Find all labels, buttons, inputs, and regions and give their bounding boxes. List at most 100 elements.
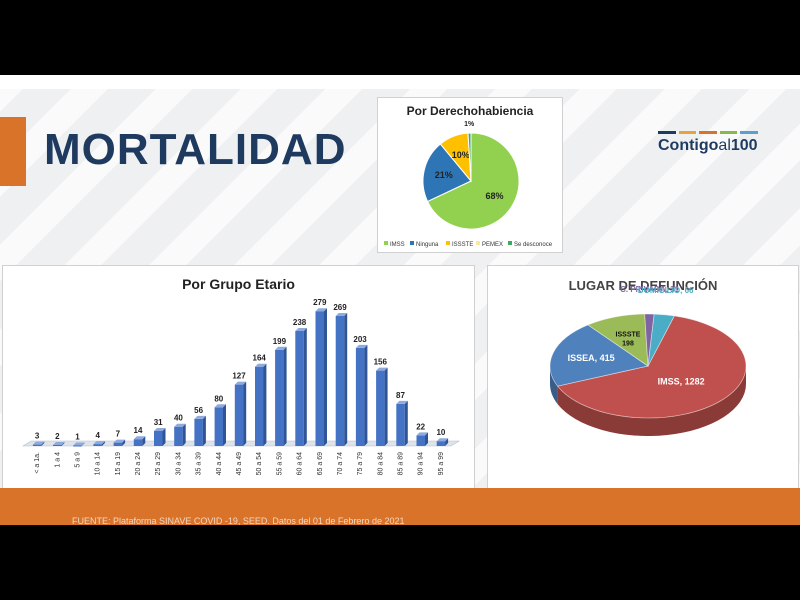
bar-value-50-a-54: 164	[253, 354, 267, 363]
logo-bar-1	[678, 131, 697, 134]
bar-70-a-74	[335, 316, 345, 446]
bar-95-a-99	[436, 441, 446, 446]
grupo-etario-bar-chart: 3 < a 1a. 2 1 a 4 1 5 a 9 4 10 a 14 7 15 a 19 14 20…	[21, 298, 461, 475]
lugar-defuncion-pie-chart: IMSS, 1282 ISSEA, 415 ISSSTE 198 C. PRIVADA,…	[549, 285, 747, 437]
bar-value-1-a-4: 2	[55, 432, 60, 441]
contigo-logo: Contigoal100	[658, 131, 758, 161]
pie-side-issea	[550, 366, 558, 405]
lugar-defuncion-panel: LUGAR DE DEFUNCIÓN IMSS, 1282 ISSEA, 415 I…	[487, 265, 799, 490]
tick-label-45-a-49: 45 a 49	[236, 452, 243, 475]
bar-65-a-69	[315, 311, 324, 446]
bar-top-85-a-89	[396, 400, 408, 404]
bar-value-20-a-24: 14	[134, 426, 143, 435]
tick-label-1-a-4: 1 a 4	[54, 452, 61, 468]
bar-side-5-a-9	[81, 442, 85, 446]
bar-top-35-a-39	[194, 415, 206, 419]
pie-side-imss	[557, 366, 746, 437]
source-note: FUENTE: Plataforma SINAVE COVID -19, SEE…	[72, 516, 405, 525]
bar-value-45-a-49: 127	[232, 372, 246, 381]
derechohabiencia-pie-chart: 68% 21% 10% 1% IMSS Ninguna ISSSTE PEMEX Se desc…	[384, 121, 553, 248]
bar-90-a-94	[416, 435, 425, 446]
tick-label-15-a-19: 15 a 19	[115, 452, 122, 475]
tick-label-40-a-44: 40 a 44	[216, 452, 223, 475]
tick-label-80-a-84: 80 a 84	[377, 452, 384, 475]
legend-swatch-se-desconoce	[508, 241, 512, 245]
tick-label-25-a-29: 25 a 29	[155, 452, 162, 475]
tick-label-70-a-74: 70 a 74	[337, 452, 344, 475]
bar-top-15-a-19	[113, 439, 126, 443]
tick-label-60-a-64: 60 a 64	[297, 452, 304, 475]
tick-label-85-a-89: 85 a 89	[398, 452, 405, 475]
pie-label-issste: ISSSTE	[616, 332, 641, 339]
pie-label-domicilio: DOMICILIO, 66	[638, 286, 694, 295]
tick-label-a-1a: < a 1a.	[34, 452, 41, 474]
bar-side-1-a-4	[61, 442, 65, 446]
logo-word-100: 100	[730, 137, 758, 154]
legend-label-ninguna: Ninguna	[416, 242, 439, 248]
bar-top-45-a-49	[234, 381, 247, 385]
bar-5-a-9	[73, 445, 82, 447]
bar-side-90-a-94	[425, 432, 428, 446]
tick-label-30-a-34: 30 a 34	[175, 452, 182, 475]
logo-word-contigo: Contigo	[658, 137, 719, 154]
legend-swatch-ninguna	[410, 241, 414, 245]
bar-side-20-a-24	[142, 436, 146, 446]
pie-label-issste: 10%	[452, 150, 470, 160]
bar-side-70-a-74	[344, 313, 348, 446]
bar-45-a-49	[234, 384, 244, 446]
top-bar	[0, 75, 800, 89]
tick-label-90-a-94: 90 a 94	[418, 452, 425, 475]
bar-50-a-54	[255, 366, 264, 446]
bar-value-65-a-69: 279	[313, 298, 327, 307]
legend-swatch-pemex	[476, 241, 480, 245]
bar-top-25-a-29	[154, 428, 166, 431]
bar-side-25-a-29	[162, 428, 166, 446]
bar-value-60-a-64: 238	[293, 318, 307, 327]
bar-25-a-29	[154, 431, 163, 446]
bar-top-65-a-69	[315, 308, 327, 312]
bar-side-50-a-54	[263, 363, 267, 446]
pie-label-issea: ISSEA, 415	[568, 353, 615, 363]
bar-side-75-a-79	[364, 344, 368, 446]
tick-label-50-a-54: 50 a 54	[256, 452, 263, 475]
pie-label-value-issste: 198	[622, 341, 634, 348]
pie-label-imss: IMSS, 1282	[658, 377, 705, 387]
bar-side-30-a-34	[182, 423, 186, 446]
pie-label-ninguna: 21%	[435, 170, 453, 180]
bar-15-a-19	[113, 442, 123, 446]
bar-10-a-14	[93, 444, 102, 446]
bar-value-40-a-44: 80	[214, 394, 223, 403]
bar-value-70-a-74: 269	[333, 303, 347, 312]
bar-side-55-a-59	[283, 346, 287, 446]
bar-80-a-84	[376, 370, 385, 446]
tick-label-10-a-14: 10 a 14	[95, 452, 102, 475]
bar-top-95-a-99	[436, 438, 449, 442]
tick-label-20-a-24: 20 a 24	[135, 452, 142, 475]
chart-title-grupo-etario: Por Grupo Etario	[182, 276, 295, 292]
bar-value-15-a-19: 7	[116, 430, 121, 439]
bar-top-90-a-94	[416, 432, 428, 436]
bar-60-a-64	[295, 331, 304, 446]
bar-20-a-24	[133, 439, 143, 446]
bar-top-10-a-14	[93, 441, 105, 445]
bar-top-20-a-24	[133, 436, 146, 440]
logo-bar-3	[719, 131, 738, 134]
bar-top-70-a-74	[335, 313, 348, 316]
bar-top-75-a-79	[355, 344, 368, 348]
bar-top-5-a-9	[73, 442, 85, 446]
legend-label-pemex: PEMEX	[482, 242, 503, 248]
tick-label-5-a-9: 5 a 9	[75, 452, 82, 468]
tick-label-55-a-59: 55 a 59	[276, 452, 283, 475]
logo-word-al: al	[718, 137, 731, 154]
bar-value-30-a-34: 40	[174, 414, 183, 423]
bar-30-a-34	[174, 426, 183, 446]
bar-value-5-a-9: 1	[75, 433, 80, 442]
bar-value-85-a-89: 87	[396, 391, 405, 400]
legend-label-issste: ISSSTE	[452, 242, 473, 248]
bar-value-80-a-84: 156	[374, 358, 388, 367]
bar-value-10-a-14: 4	[95, 431, 100, 440]
bar-top-60-a-64	[295, 328, 307, 331]
footer-bar	[0, 488, 800, 525]
pie-slice-se-desconoce	[467, 132, 472, 182]
bar-side-35-a-39	[202, 415, 206, 446]
